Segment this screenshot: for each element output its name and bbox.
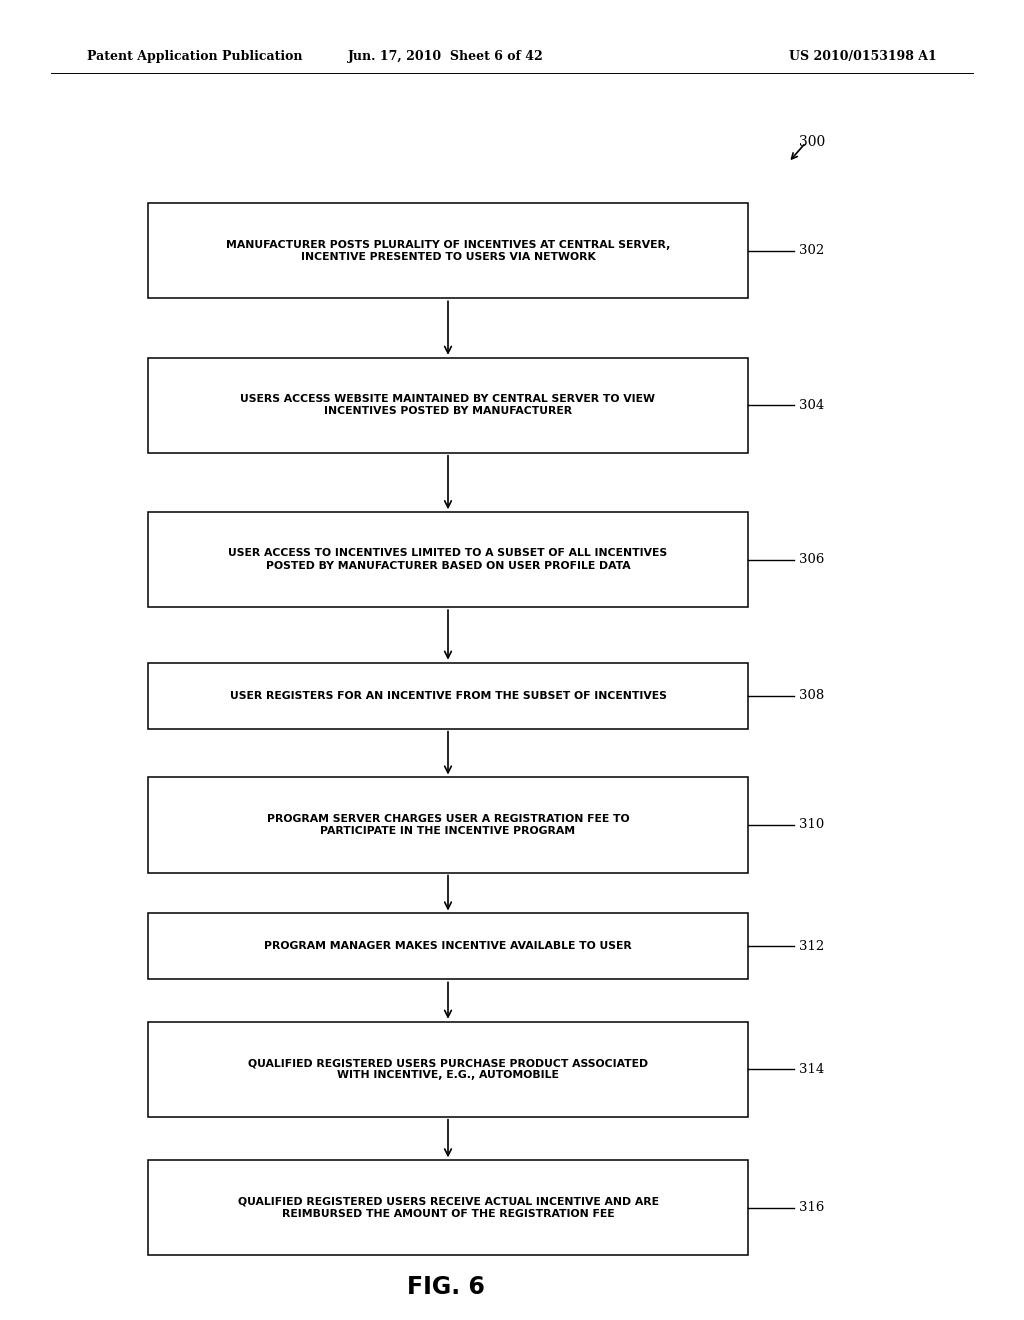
- Text: 314: 314: [799, 1063, 824, 1076]
- Text: QUALIFIED REGISTERED USERS PURCHASE PRODUCT ASSOCIATED
WITH INCENTIVE, E.G., AUT: QUALIFIED REGISTERED USERS PURCHASE PROD…: [248, 1059, 648, 1080]
- FancyBboxPatch shape: [148, 1160, 748, 1255]
- Text: USER REGISTERS FOR AN INCENTIVE FROM THE SUBSET OF INCENTIVES: USER REGISTERS FOR AN INCENTIVE FROM THE…: [229, 690, 667, 701]
- Text: USER ACCESS TO INCENTIVES LIMITED TO A SUBSET OF ALL INCENTIVES
POSTED BY MANUFA: USER ACCESS TO INCENTIVES LIMITED TO A S…: [228, 549, 668, 570]
- FancyBboxPatch shape: [148, 913, 748, 979]
- Text: Patent Application Publication: Patent Application Publication: [87, 50, 302, 63]
- Text: 300: 300: [799, 135, 825, 149]
- Text: Jun. 17, 2010  Sheet 6 of 42: Jun. 17, 2010 Sheet 6 of 42: [347, 50, 544, 63]
- Text: USERS ACCESS WEBSITE MAINTAINED BY CENTRAL SERVER TO VIEW
INCENTIVES POSTED BY M: USERS ACCESS WEBSITE MAINTAINED BY CENTR…: [241, 395, 655, 416]
- Text: 310: 310: [799, 818, 824, 832]
- Text: FIG. 6: FIG. 6: [407, 1275, 484, 1299]
- Text: 304: 304: [799, 399, 824, 412]
- FancyBboxPatch shape: [148, 777, 748, 873]
- Text: QUALIFIED REGISTERED USERS RECEIVE ACTUAL INCENTIVE AND ARE
REIMBURSED THE AMOUN: QUALIFIED REGISTERED USERS RECEIVE ACTUA…: [238, 1197, 658, 1218]
- Text: MANUFACTURER POSTS PLURALITY OF INCENTIVES AT CENTRAL SERVER,
INCENTIVE PRESENTE: MANUFACTURER POSTS PLURALITY OF INCENTIV…: [226, 240, 670, 261]
- FancyBboxPatch shape: [148, 358, 748, 453]
- Text: 306: 306: [799, 553, 824, 566]
- FancyBboxPatch shape: [148, 1022, 748, 1117]
- Text: PROGRAM SERVER CHARGES USER A REGISTRATION FEE TO
PARTICIPATE IN THE INCENTIVE P: PROGRAM SERVER CHARGES USER A REGISTRATI…: [266, 814, 630, 836]
- Text: PROGRAM MANAGER MAKES INCENTIVE AVAILABLE TO USER: PROGRAM MANAGER MAKES INCENTIVE AVAILABL…: [264, 941, 632, 952]
- FancyBboxPatch shape: [148, 663, 748, 729]
- FancyBboxPatch shape: [148, 203, 748, 298]
- Text: 312: 312: [799, 940, 824, 953]
- Text: 316: 316: [799, 1201, 824, 1214]
- Text: 302: 302: [799, 244, 824, 257]
- FancyBboxPatch shape: [148, 512, 748, 607]
- Text: 308: 308: [799, 689, 824, 702]
- Text: US 2010/0153198 A1: US 2010/0153198 A1: [790, 50, 937, 63]
